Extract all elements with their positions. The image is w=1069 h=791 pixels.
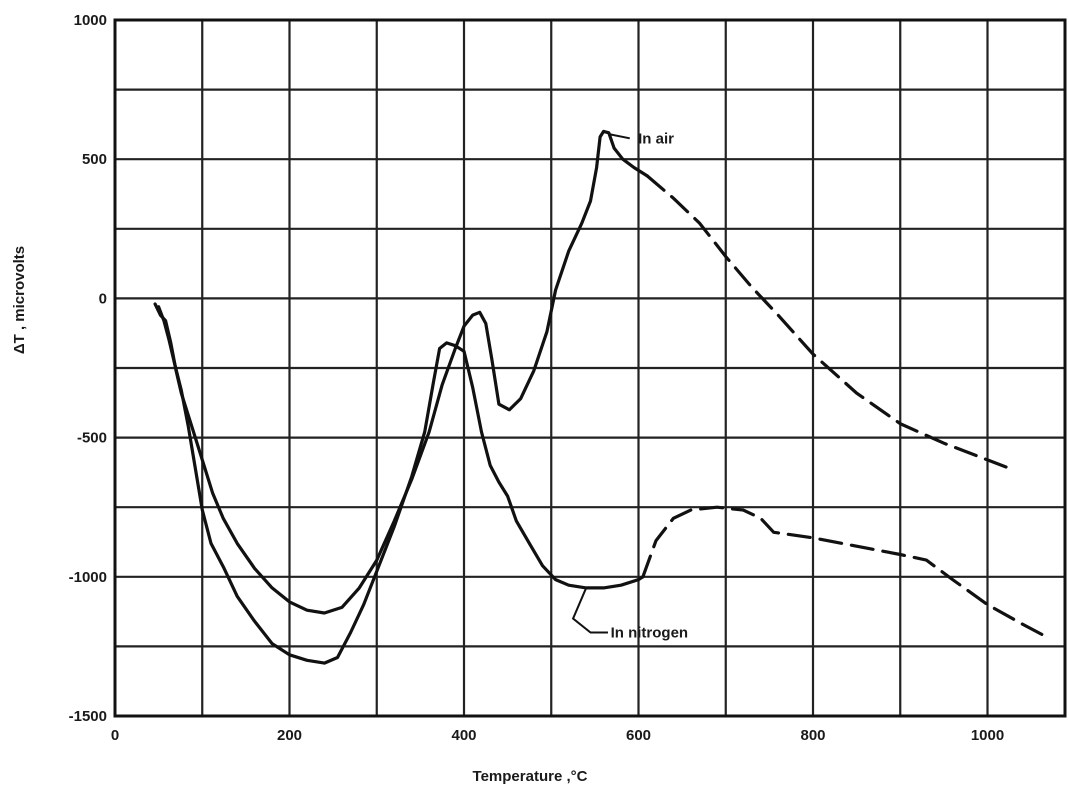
x-axis-label: Temperature ,°C [473, 768, 588, 785]
y-tick-label: -1500 [69, 708, 107, 725]
x-tick-label: 200 [277, 727, 302, 744]
x-tick-label: 600 [626, 727, 651, 744]
x-tick-label: 0 [111, 727, 119, 744]
x-tick-label: 400 [451, 727, 476, 744]
x-tick-label: 800 [800, 727, 825, 744]
plot-frame [113, 18, 1067, 718]
series-group [153, 129, 1051, 665]
annotation-in-nitrogen: In nitrogen [611, 624, 689, 641]
tick-labels: 0 200 400 600 800 1000 1000 500 0 -500 -1000 -1500 [69, 12, 1005, 744]
annotation-leader-in-nitrogen [571, 587, 608, 634]
grid [115, 18, 1065, 716]
y-axis-label: ΔT , microvolts [11, 246, 28, 354]
annotation-leader-in-air [608, 133, 630, 140]
annotations: In air In nitrogen [571, 130, 689, 641]
series-line-in-air [153, 129, 649, 615]
y-tick-label: 1000 [74, 12, 107, 29]
x-tick-label: 1000 [971, 727, 1004, 744]
y-tick-label: -500 [77, 430, 107, 447]
annotation-in-air: In air [638, 130, 674, 147]
y-tick-label: 500 [82, 151, 107, 168]
series-line-in-air-dashed [645, 174, 1011, 470]
series-line-in-nitrogen [157, 305, 645, 665]
plot-border [113, 18, 1067, 718]
y-tick-label: 0 [99, 290, 107, 307]
y-tick-label: -1000 [69, 569, 107, 586]
series-line-in-nitrogen-dashed [641, 505, 1051, 640]
